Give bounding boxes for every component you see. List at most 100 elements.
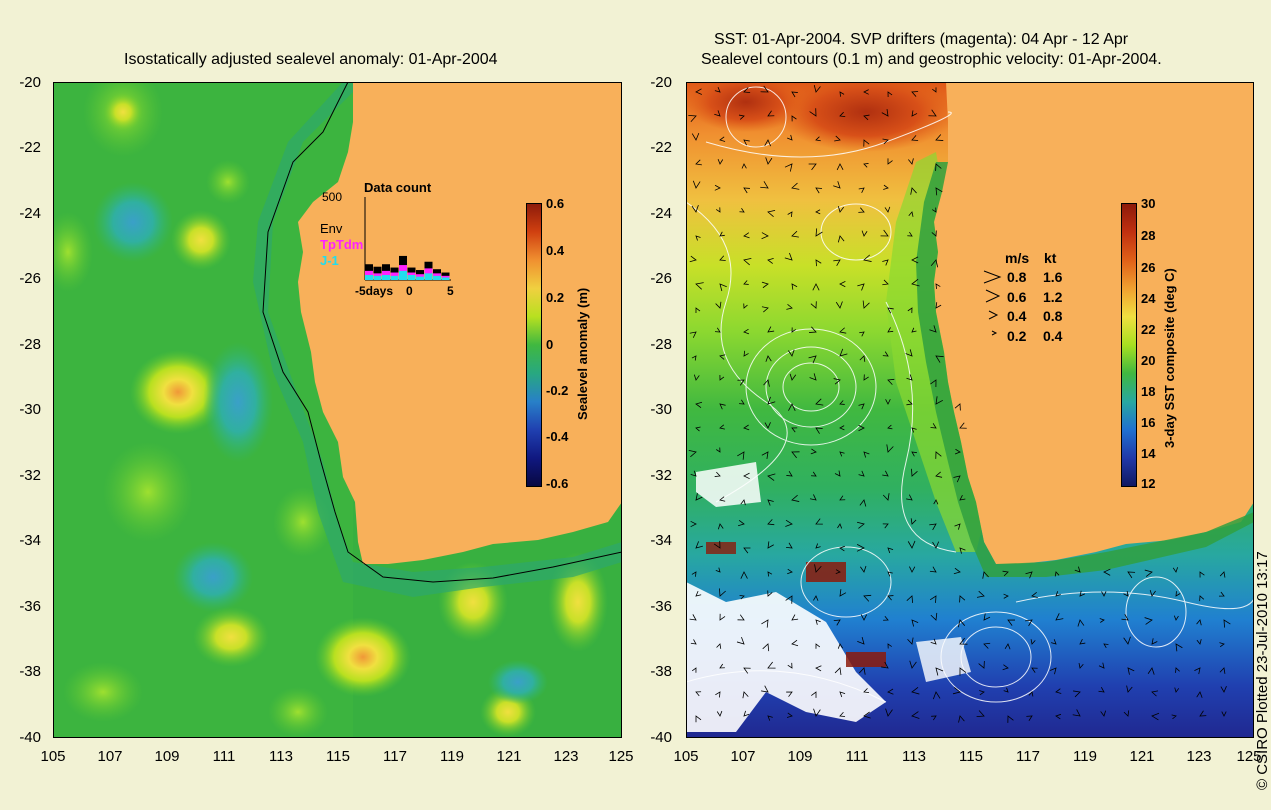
velocity-arrow — [839, 281, 846, 288]
velocity-arrow — [815, 643, 821, 649]
velocity-arrow — [767, 499, 774, 506]
sla-eddy — [53, 212, 93, 292]
sla-eddy — [193, 607, 269, 667]
vel-legend-kt: 0.8 — [1043, 308, 1063, 324]
velocity-arrow — [930, 259, 939, 268]
y-tick: -20 — [650, 74, 672, 91]
sla-cb-tick: 0 — [546, 337, 554, 352]
velocity-arrow — [743, 258, 752, 266]
sla-eddy — [103, 442, 193, 542]
y-tick: -30 — [19, 401, 41, 418]
velocity-arrow — [808, 163, 817, 171]
velocity-arrow — [957, 619, 966, 628]
velocity-arrow — [1196, 691, 1203, 698]
velocity-arrow — [767, 571, 773, 577]
velocity-arrow — [714, 110, 721, 117]
velocity-arrow — [911, 327, 917, 333]
velocity-arrow — [764, 422, 771, 429]
velocity-arrow — [719, 354, 726, 360]
velocity-arrow — [737, 451, 745, 460]
velocity-arrow — [1031, 592, 1038, 598]
velocity-arrow — [887, 424, 893, 430]
velocity-arrow — [738, 114, 745, 120]
velocity-arrow — [979, 690, 985, 696]
sst-cb-tick: 26 — [1141, 260, 1156, 275]
velocity-arrow — [882, 351, 889, 357]
sst-cb-tick: 20 — [1141, 353, 1156, 368]
velocity-arrow — [1049, 667, 1057, 675]
velocity-arrow — [1101, 591, 1107, 597]
inset-legend-j1: J-1 — [320, 253, 339, 268]
velocity-arrow — [982, 571, 989, 579]
y-tick: -24 — [650, 205, 672, 222]
velocity-arrow — [1219, 571, 1226, 578]
velocity-arrow — [884, 206, 891, 213]
sealevel-colorbar — [526, 203, 542, 487]
velocity-arrow — [719, 663, 725, 669]
velocity-arrow — [688, 114, 697, 123]
velocity-arrow — [787, 211, 793, 217]
right-panel-title-line1: SST: 01-Apr-2004. SVP drifters (magenta)… — [714, 31, 1129, 48]
velocity-arrow — [743, 187, 750, 194]
velocity-arrow — [1079, 590, 1086, 597]
coastal-shelf — [916, 162, 1254, 577]
velocity-arrow — [1007, 619, 1015, 626]
velocity-arrow — [929, 325, 937, 333]
velocity-arrow — [786, 542, 793, 549]
velocity-arrow — [1127, 667, 1135, 675]
x-tick: 121 — [496, 748, 522, 765]
velocity-arrow — [863, 711, 871, 719]
velocity-arrow — [932, 87, 937, 93]
y-tick: -32 — [650, 467, 672, 484]
velocity-arrow — [1121, 614, 1129, 621]
velocity-arrow — [760, 181, 769, 189]
velocity-arrow — [695, 401, 703, 409]
y-tick: -30 — [650, 401, 672, 418]
velocity-arrow — [885, 399, 891, 405]
velocity-arrow — [791, 283, 798, 290]
y-tick: -22 — [650, 139, 672, 156]
velocity-arrow — [1151, 712, 1160, 721]
x-tick: 123 — [1186, 748, 1212, 765]
x-tick: 107 — [730, 748, 756, 765]
inset-legend-tptdm: TpTdm — [320, 237, 364, 252]
velocity-arrow — [719, 374, 725, 381]
velocity-arrow — [1079, 639, 1086, 645]
velocity-arrow — [715, 691, 721, 698]
sla-eddy — [315, 617, 411, 697]
velocity-arrow — [839, 91, 845, 97]
velocity-arrow — [911, 427, 917, 433]
velocity-arrow — [839, 425, 845, 431]
velocity-arrow — [1078, 663, 1084, 669]
velocity-arrow — [719, 255, 726, 261]
inset-bar — [433, 275, 441, 280]
x-tick: 125 — [608, 748, 634, 765]
sla-eddy — [206, 160, 250, 204]
velocity-arrow — [863, 688, 870, 693]
velocity-arrow — [959, 422, 967, 429]
velocity-arrow — [911, 468, 918, 477]
velocity-arrow — [837, 643, 844, 649]
velocity-arrow — [935, 355, 944, 363]
velocity-arrow — [1127, 571, 1136, 579]
velocity-arrow — [815, 665, 822, 672]
x-tick: 111 — [845, 748, 869, 765]
velocity-arrow — [1171, 714, 1177, 720]
velocity-arrow — [1123, 590, 1129, 597]
velocity-arrow — [791, 115, 797, 122]
sst-map — [686, 82, 1254, 738]
velocity-arrow — [719, 613, 726, 621]
velocity-arrow — [959, 547, 966, 554]
velocity-arrow — [882, 523, 889, 529]
y-tick: -20 — [19, 74, 41, 91]
velocity-arrow — [839, 545, 846, 552]
sla-eddy — [173, 542, 253, 612]
velocity-arrow — [887, 688, 894, 695]
velocity-arrow — [856, 544, 865, 552]
velocity-arrow — [1099, 618, 1105, 623]
velocity-arrow — [809, 494, 817, 501]
y-tick: -32 — [19, 467, 41, 484]
velocity-arrow — [882, 138, 889, 145]
velocity-arrow — [1055, 613, 1064, 621]
sst-cb-tick: 14 — [1141, 446, 1156, 461]
